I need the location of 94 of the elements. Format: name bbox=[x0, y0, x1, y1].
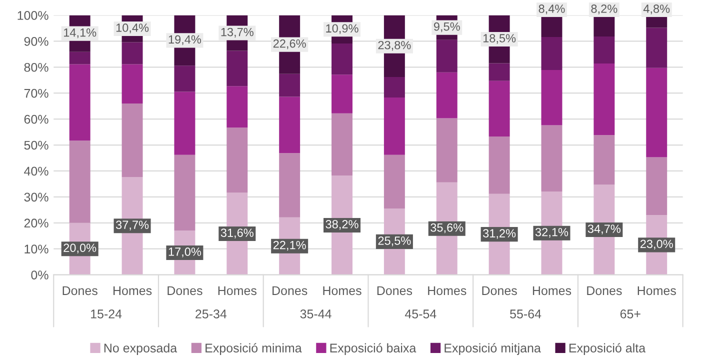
bar bbox=[122, 103, 143, 177]
y-tick-label: 50% bbox=[24, 140, 48, 150]
x-tick-label: Homes bbox=[428, 286, 466, 296]
bar bbox=[69, 64, 90, 141]
bar bbox=[174, 92, 196, 155]
bar bbox=[279, 74, 300, 97]
bar bbox=[384, 98, 405, 155]
bar bbox=[541, 37, 562, 70]
data-label: 18,5% bbox=[483, 34, 516, 44]
legend-label: Exposició alta bbox=[569, 343, 646, 355]
bar bbox=[646, 28, 668, 68]
y-tick-label: 30% bbox=[24, 192, 48, 202]
data-label: 25,5% bbox=[378, 236, 411, 246]
data-label: 19,4% bbox=[168, 35, 202, 45]
bar bbox=[226, 50, 248, 86]
bar bbox=[594, 36, 615, 64]
bar bbox=[384, 154, 405, 209]
legend-label: Exposició baixa bbox=[330, 343, 416, 355]
data-label: 22,6% bbox=[273, 39, 306, 50]
data-label: 32,1% bbox=[535, 228, 568, 238]
y-tick-label: 10% bbox=[24, 244, 48, 254]
data-label: 8,2% bbox=[591, 4, 618, 14]
bar bbox=[488, 80, 510, 136]
bar bbox=[174, 154, 196, 231]
y-tick-label: 0% bbox=[31, 270, 48, 280]
data-label: 34,7% bbox=[588, 224, 620, 234]
bar bbox=[174, 66, 196, 92]
bar bbox=[541, 125, 562, 192]
data-label: 38,2% bbox=[326, 220, 358, 230]
x-tick-label: Dones bbox=[482, 286, 517, 296]
x-tick-label: Dones bbox=[62, 286, 98, 296]
y-tick-label: 90% bbox=[24, 37, 48, 46]
text: 15-24 bbox=[91, 310, 122, 318]
y-tick-label: 100% bbox=[18, 11, 48, 20]
text: 35-44 bbox=[300, 310, 332, 318]
x-tick-label: Homes bbox=[638, 286, 676, 296]
bar bbox=[594, 135, 615, 185]
data-label: 35,6% bbox=[430, 223, 464, 234]
data-label: 17,0% bbox=[168, 248, 202, 258]
text: 65+ bbox=[620, 310, 640, 318]
legend-label: Exposició mitjana bbox=[444, 343, 541, 355]
bar bbox=[594, 64, 615, 136]
bar bbox=[122, 42, 143, 64]
data-label: 23,0% bbox=[640, 240, 673, 250]
y-tick-label: 80% bbox=[24, 62, 48, 72]
y-tick-label: 60% bbox=[24, 114, 48, 124]
bar bbox=[646, 68, 668, 158]
y-tick-label: 40% bbox=[24, 166, 48, 176]
legend-label: Exposició minima bbox=[206, 343, 302, 355]
bar bbox=[122, 64, 143, 104]
bar bbox=[436, 72, 458, 118]
x-tick-label: Homes bbox=[218, 286, 256, 296]
bar bbox=[69, 52, 90, 64]
bar bbox=[332, 74, 352, 114]
bar bbox=[226, 128, 248, 193]
bar bbox=[488, 63, 510, 81]
data-label: 23,8% bbox=[378, 40, 411, 51]
legend-label: No exposada bbox=[104, 343, 178, 355]
x-tick-label: Dones bbox=[587, 286, 622, 296]
bar bbox=[384, 77, 405, 98]
y-tick-label: 70% bbox=[24, 88, 48, 98]
x-tick-label: Homes bbox=[532, 286, 572, 296]
bar bbox=[226, 86, 248, 128]
text: 25-34 bbox=[196, 310, 227, 318]
bar bbox=[436, 40, 458, 72]
data-label: 4,8% bbox=[643, 4, 670, 14]
data-label: 10,4% bbox=[116, 24, 149, 34]
bar bbox=[332, 113, 352, 176]
x-tick-label: Dones bbox=[377, 286, 412, 296]
x-tick-label: Dones bbox=[168, 286, 202, 296]
bar bbox=[279, 96, 300, 154]
data-label: 8,4% bbox=[538, 4, 565, 14]
bar bbox=[436, 118, 458, 182]
data-label: 37,7% bbox=[116, 220, 149, 230]
bar bbox=[69, 140, 90, 223]
data-label: 20,0% bbox=[64, 244, 96, 254]
bar bbox=[541, 70, 562, 126]
text: 45-54 bbox=[404, 310, 436, 318]
x-tick-label: Homes bbox=[114, 286, 152, 296]
x-tick-label: Dones bbox=[272, 286, 308, 296]
data-label: 31,6% bbox=[220, 228, 254, 238]
x-tick-label: Homes bbox=[323, 286, 362, 296]
data-label: 31,2% bbox=[483, 229, 516, 239]
data-label: 22,1% bbox=[273, 240, 306, 251]
bar bbox=[279, 153, 300, 218]
text: 55-64 bbox=[510, 310, 542, 318]
data-label: 10,9% bbox=[326, 24, 358, 34]
y-tick-label: 20% bbox=[24, 218, 48, 228]
data-label: 14,1% bbox=[64, 28, 96, 38]
data-label: 13,7% bbox=[221, 28, 254, 38]
data-label: 9,5% bbox=[434, 22, 460, 32]
bar bbox=[332, 44, 352, 75]
bar bbox=[646, 157, 668, 216]
bar bbox=[488, 136, 510, 194]
